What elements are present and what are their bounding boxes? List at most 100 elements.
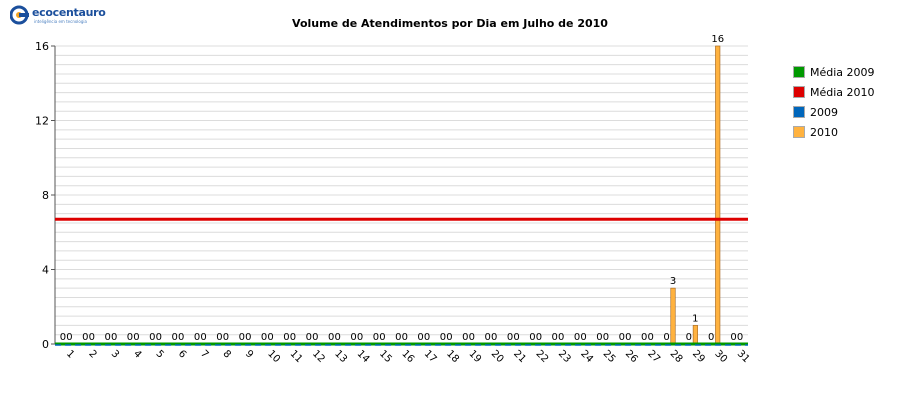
bar-value-label: 0 <box>536 332 542 343</box>
bar <box>670 287 676 345</box>
bar-value-label: 0 <box>312 332 318 343</box>
bar-value-label: 0 <box>350 332 356 343</box>
bar-value-label: 0 <box>267 332 273 343</box>
x-tick-label: 17 <box>422 348 439 365</box>
bar-value-label: 0 <box>686 332 692 343</box>
legend-item: 2010 <box>793 122 875 142</box>
bar-value-label: 0 <box>507 332 513 343</box>
x-tick-label: 4 <box>131 348 143 360</box>
bar-value-label: 0 <box>133 332 139 343</box>
bar-value-label: 0 <box>424 332 430 343</box>
legend: Média 2009 Média 2010 2009 2010 <box>793 62 875 142</box>
legend-item: Média 2009 <box>793 62 875 82</box>
x-tick-label: 3 <box>109 348 121 360</box>
bar-value-label: 0 <box>200 332 206 343</box>
x-tick-label: 12 <box>310 348 327 365</box>
legend-label: Média 2010 <box>810 85 875 99</box>
x-tick-label: 16 <box>399 348 416 365</box>
bar-value-label: 0 <box>469 332 475 343</box>
x-tick-label: 2 <box>86 348 98 360</box>
bar-value-label: 0 <box>223 332 229 343</box>
bar-value-label: 0 <box>603 332 609 343</box>
bar-value-label: 0 <box>402 332 408 343</box>
bar-value-label: 0 <box>283 332 289 343</box>
x-tick-label: 5 <box>153 348 165 360</box>
bar-value-label: 0 <box>440 332 446 343</box>
chart-title: Volume de Atendimentos por Dia em Julho … <box>292 17 608 30</box>
bar-value-label: 0 <box>127 332 133 343</box>
bar-value-label: 0 <box>149 332 155 343</box>
bar-value-label: 0 <box>395 332 401 343</box>
bar-value-label: 0 <box>66 332 72 343</box>
bar-value-label: 0 <box>328 332 334 343</box>
bar <box>715 45 721 345</box>
bar-value-label: 0 <box>239 332 245 343</box>
x-tick-label: 28 <box>668 348 685 365</box>
y-tick-label: 4 <box>42 264 49 277</box>
legend-label: Média 2009 <box>810 65 875 79</box>
bar-value-label: 0 <box>552 332 558 343</box>
x-tick-label: 26 <box>623 348 640 365</box>
x-tick-label: 8 <box>221 348 233 360</box>
x-tick-label: 19 <box>466 348 483 365</box>
x-tick-label: 27 <box>645 348 662 365</box>
x-tick-label: 18 <box>444 348 461 365</box>
x-tick-label: 9 <box>243 348 255 360</box>
bar-value-label: 0 <box>619 332 625 343</box>
bar-value-label: 0 <box>245 332 251 343</box>
x-tick-label: 25 <box>601 348 618 365</box>
bar-value-label: 0 <box>647 332 653 343</box>
bar-value-label: 0 <box>104 332 110 343</box>
x-tick-label: 30 <box>712 348 729 365</box>
y-tick-label: 8 <box>42 189 49 202</box>
bar-value-label: 0 <box>417 332 423 343</box>
bar-value-label: 0 <box>89 332 95 343</box>
x-tick-label: 22 <box>534 348 551 365</box>
bar-value-label: 0 <box>730 332 736 343</box>
bar-value-label: 0 <box>513 332 519 343</box>
bar-value-label: 16 <box>711 34 724 45</box>
x-tick-label: 20 <box>489 348 506 365</box>
legend-label: 2010 <box>810 125 838 139</box>
bar-value-label: 0 <box>663 332 669 343</box>
x-tick-label: 21 <box>511 348 528 365</box>
bar-value-label: 0 <box>596 332 602 343</box>
bar-value-label: 0 <box>462 332 468 343</box>
x-tick-label: 1 <box>64 348 76 360</box>
legend-label: 2009 <box>810 105 838 119</box>
logo-brand: ecocentauro <box>32 6 106 19</box>
bar-value-label: 0 <box>641 332 647 343</box>
bar-value-label: 0 <box>261 332 267 343</box>
x-tick-label: 15 <box>377 348 394 365</box>
bar-value-label: 0 <box>60 332 66 343</box>
x-tick-label: 29 <box>690 348 707 365</box>
bar-value-label: 0 <box>379 332 385 343</box>
x-tick-label: 10 <box>265 348 282 365</box>
x-tick-label: 23 <box>556 348 573 365</box>
y-tick-label: 0 <box>42 338 49 351</box>
bar-value-label: 0 <box>178 332 184 343</box>
legend-item: 2009 <box>793 102 875 122</box>
x-tick-label: 11 <box>288 348 305 365</box>
legend-swatch <box>793 66 805 78</box>
logo-icon <box>9 5 29 25</box>
bar-value-label: 0 <box>172 332 178 343</box>
bar-value-label: 0 <box>156 332 162 343</box>
bar-value-label: 1 <box>692 313 698 324</box>
bar-value-label: 0 <box>373 332 379 343</box>
x-tick-label: 7 <box>198 348 210 360</box>
bar-value-label: 0 <box>446 332 452 343</box>
bar-value-label: 0 <box>306 332 312 343</box>
bar-value-label: 0 <box>194 332 200 343</box>
legend-item: Média 2010 <box>793 82 875 102</box>
legend-swatch <box>793 126 805 138</box>
bar-value-label: 0 <box>737 332 743 343</box>
bar-value-label: 0 <box>290 332 296 343</box>
bar-value-label: 0 <box>574 332 580 343</box>
x-tick-label: 14 <box>355 348 372 365</box>
bar-value-label: 0 <box>529 332 535 343</box>
bar-value-label: 0 <box>484 332 490 343</box>
bar-value-label: 0 <box>625 332 631 343</box>
x-tick-label: 13 <box>332 348 349 365</box>
